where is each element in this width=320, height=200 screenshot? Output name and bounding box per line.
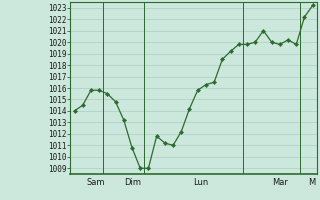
Text: Lun: Lun xyxy=(194,178,209,187)
Text: M: M xyxy=(308,178,316,187)
Text: Sam: Sam xyxy=(87,178,105,187)
Text: Mar: Mar xyxy=(272,178,287,187)
Text: Dim: Dim xyxy=(124,178,141,187)
